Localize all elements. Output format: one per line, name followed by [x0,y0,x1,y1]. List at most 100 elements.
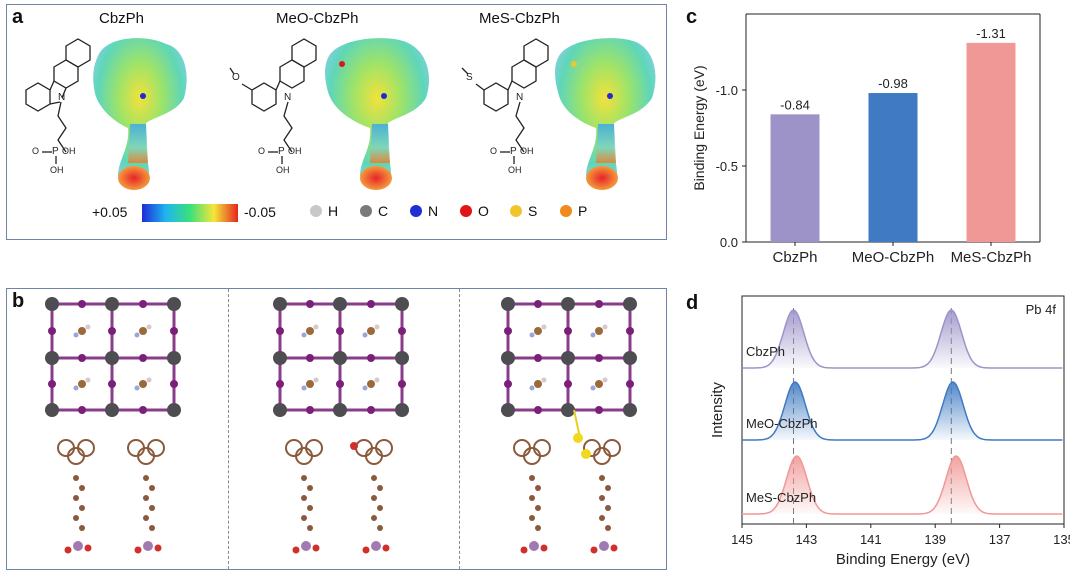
mes-cbzph-oh-group-2: OH [508,165,522,175]
iodide-atom [564,380,572,388]
y-tick-label: -0.5 [716,159,738,174]
iodide-atom [108,380,116,388]
atom-dot-n [410,205,422,217]
cbzph-n-atom: N [58,92,65,103]
sam-molecule-1 [57,439,95,554]
spectrum-fill-cbzph [742,310,1063,368]
bar-value-label: -0.84 [780,97,810,112]
iodide-atom [336,380,344,388]
iodide-atom [595,354,603,362]
mes-cbzph-oh-group-1: OH [520,146,534,156]
organic-cation [595,380,603,388]
organic-cation [78,327,86,335]
iodide-atom [367,300,375,308]
iodide-atom [398,327,406,335]
phosphorus-atom [301,541,311,551]
panel-b-label: b [12,290,25,312]
atom-symbol-n: N [428,203,439,219]
iodide-atom [504,380,512,388]
pb-atom [333,403,347,417]
iodide-atom [108,327,116,335]
atom-legend-item-c: C [360,203,388,219]
pb-atom [395,351,409,365]
organic-cation [534,327,542,335]
iodide-atom [48,327,56,335]
iodide-atom [78,300,86,308]
xps-pb4f-chart: 145 143 141 139 137 135 Binding Energy (eV) Int… [709,295,1070,568]
chart-title: Pb 4f [1026,302,1057,317]
pb-atom [45,351,59,365]
iodide-atom [398,380,406,388]
iodide-atom [276,380,284,388]
atom-symbol-o: O [478,203,489,219]
atom-symbol-h: H [328,203,339,219]
perovskite-model-1 [45,297,181,554]
iodide-atom [595,406,603,414]
atom-legend-item-n: N [410,203,438,219]
series-label-meo-cbzph: MeO-CbzPh [746,416,818,431]
pb-atom [167,297,181,311]
molecule-title-cbzph: CbzPh [99,10,145,27]
phosphorus-atom [143,541,153,551]
organic-cation [139,327,147,335]
cbzph-p-atom: P [52,146,59,157]
y-axis-title: Intensity [709,382,726,438]
perovskite-model-3 [501,297,637,554]
iodide-atom [170,380,178,388]
atom-legend-item-p: P [560,203,587,219]
x-tick-label: CbzPh [772,249,817,266]
sulfur-atom [581,449,591,459]
iodide-atom [48,380,56,388]
oxygen-atom [540,544,548,552]
pb-atom [105,297,119,311]
meo-cbzph-esp-surface [325,38,430,190]
panel-b [6,288,667,570]
sam-molecule-2 [355,439,393,554]
oxygen-atom [362,546,370,554]
esp-min-label: +0.05 [92,204,128,220]
iodide-atom [564,327,572,335]
iodide-atom [139,406,147,414]
iodide-atom [367,354,375,362]
pb-atom [333,351,347,365]
iodide-atom [534,300,542,308]
meo-o-atom: O [232,72,240,83]
meo-cbzph-oh-group-1: OH [288,146,302,156]
iodide-atom [170,327,178,335]
mes-cbzph-p-atom: P [510,146,517,157]
panel-b-structures [45,297,637,554]
pb-atom [105,351,119,365]
spectrum-fill-mes-cbzph [742,456,1063,514]
atom-symbol-c: C [378,203,389,219]
sulfur-atom [573,433,583,443]
series-label-mes-cbzph: MeS-CbzPh [746,490,816,505]
atom-dot-o [460,205,472,217]
phosphorus-atom [371,541,381,551]
pb-atom [273,403,287,417]
spectrum-line-mes-cbzph [742,455,1063,515]
atom-legend-item-o: O [460,203,489,219]
pb-atom [501,351,515,365]
mes-cbzph-n-atom: N [516,92,523,103]
x-tick-label: 135 [1053,532,1070,547]
pb-atom [167,351,181,365]
x-tick-label: MeO-CbzPh [852,249,935,266]
methoxy-oxygen [350,442,358,450]
cbzph-o-atom: O [32,146,39,156]
iodide-atom [595,300,603,308]
meo-cbzph-o-atom: O [258,146,265,156]
meo-cbzph-n-atom: N [284,92,291,103]
phosphorus-atom [529,541,539,551]
iodide-atom [139,354,147,362]
iodide-atom [139,300,147,308]
iodide-atom [534,406,542,414]
esp-max-label: -0.05 [244,204,276,220]
bar-value-label: -0.98 [878,76,908,91]
pb-atom [623,403,637,417]
atom-dot-h [310,205,322,217]
atom-dot-p [560,205,572,217]
oxygen-atom [134,546,142,554]
binding-energy-bar-chart: 0.0 -0.5 -1.0 Binding Energy (eV) -0.84 CbzPh… [691,13,1041,266]
phosphorus-atom [73,541,83,551]
molecule-title-meo-cbzph: MeO-CbzPh [276,10,359,27]
